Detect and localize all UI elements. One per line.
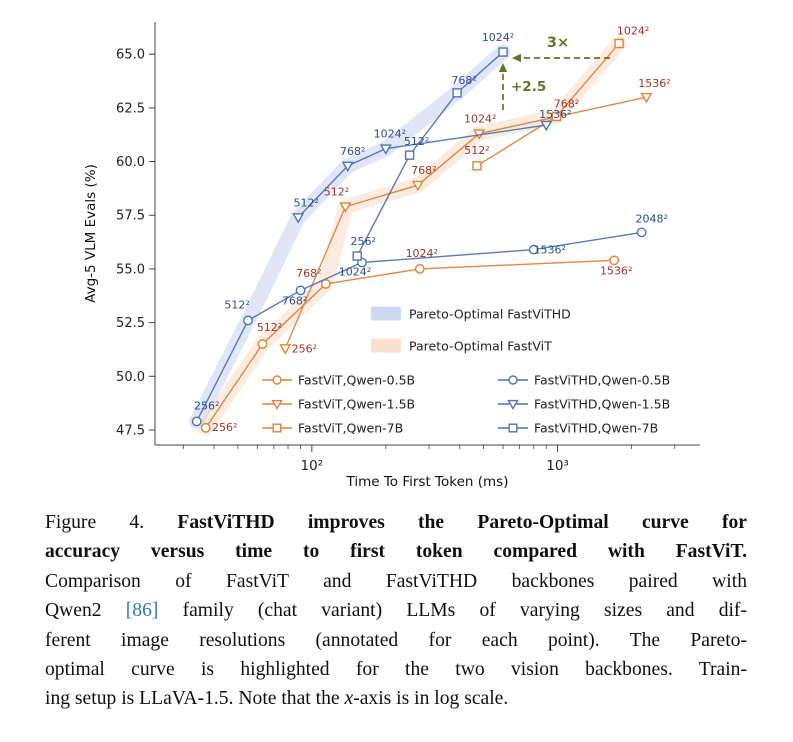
x-tick-label: 10³ — [546, 458, 569, 474]
figure-4: 47.5 50.0 52.5 55.0 57.5 60.0 62.5 65.0 10² 10³ Ti… — [45, 22, 747, 714]
point-label: 512² — [257, 321, 282, 334]
point-label: 1536² — [638, 77, 670, 90]
series-fastvithd-qwen-7b: 256² 512² 768² 1024² — [351, 31, 514, 261]
point-label: 1024² — [374, 128, 406, 141]
y-tick-label: 65.0 — [116, 48, 145, 63]
annotation-accuracy-gain: +2.5 — [498, 63, 546, 110]
point-label: 1536² — [539, 108, 571, 121]
caption-line: ing setup is LLaVA-1.5. Note that the x-… — [45, 684, 747, 713]
y-tick-label: 52.5 — [116, 316, 145, 331]
y-tick-label: 50.0 — [116, 370, 145, 385]
pareto-chart: 47.5 50.0 52.5 55.0 57.5 60.0 62.5 65.0 10² 10³ Ti… — [83, 22, 700, 490]
caption-text: ferent image resolutions (annotated for … — [45, 629, 747, 651]
y-tick-label: 60.0 — [116, 155, 145, 170]
point-label: 2048² — [635, 212, 667, 225]
point-label: 256² — [194, 399, 219, 412]
point-label: 512² — [293, 196, 318, 209]
point-label: 256² — [212, 421, 237, 434]
annotation-speedup-arrow: 3× — [512, 35, 610, 63]
caption-line: Figure 4. FastViTHD improves the Pareto-… — [45, 508, 747, 537]
point-label: 512² — [464, 144, 489, 157]
caption-text: -axis is in log scale. — [353, 688, 509, 710]
y-axis-label: Avg-5 VLM Evals (%) — [83, 164, 99, 303]
caption-bold-title: FastViTHD improves the Pareto-Optimal cu… — [177, 512, 747, 533]
caption-line: Qwen2 [86] family (chat variant) LLMs of… — [45, 596, 747, 625]
caption-line: accuracy versus time to first token comp… — [45, 537, 747, 566]
speedup-label: 3× — [547, 35, 569, 51]
legend-label: FastViT,Qwen-0.5B — [298, 373, 415, 388]
legend-item-fastvit-qwen-1-5b: FastViT,Qwen-1.5B — [262, 397, 415, 412]
point-label: 1024² — [339, 265, 371, 278]
point-label: 768² — [451, 74, 476, 87]
x-tick-label: 10² — [301, 458, 324, 474]
point-label: 768² — [554, 97, 579, 110]
series-fastvit-qwen-7b: 512² 768² 1024² — [464, 24, 649, 171]
point-label: 512² — [324, 186, 349, 199]
caption-text: Figure 4. — [45, 512, 178, 533]
y-tick-label: 55.0 — [116, 262, 145, 277]
point-label: 1024² — [617, 24, 649, 37]
legend-item-pareto-optimal-fastvithd: Pareto-Optimal FastViTHD — [371, 306, 571, 322]
y-tick-label: 47.5 — [116, 423, 145, 438]
accuracy-gain-label: +2.5 — [511, 79, 546, 95]
series-fastvithd-qwen-1-5b: 512² 768² 1024² 1536² — [292, 108, 572, 224]
caption-text: family (chat variant) LLMs of varying si… — [158, 600, 747, 622]
legend-item-fastvit-qwen-0-5b: FastViT,Qwen-0.5B — [262, 373, 415, 388]
point-label: 1536² — [534, 244, 566, 257]
citation-link-86[interactable]: [86] — [125, 600, 159, 622]
legend-item-fastvithd-qwen-7b: FastViTHD,Qwen-7B — [498, 421, 658, 436]
point-label: 768² — [340, 145, 365, 158]
figure-caption: Figure 4. FastViTHD improves the Pareto-… — [45, 508, 747, 714]
y-tick-label: 57.5 — [116, 209, 145, 224]
legend-label: Pareto-Optimal FastViT — [409, 339, 552, 354]
caption-bold-title: accuracy versus time to first token comp… — [45, 541, 747, 563]
x-axis-label: Time To First Token (ms) — [346, 474, 509, 490]
caption-line: Comparison of FastViT and FastViTHD back… — [45, 567, 747, 596]
y-tick-label: 62.5 — [116, 101, 145, 116]
legend-label: FastViT,Qwen-1.5B — [298, 397, 415, 412]
point-label: 512² — [404, 135, 429, 148]
point-label: 1536² — [600, 264, 632, 277]
legend-label: FastViTHD,Qwen-7B — [534, 421, 658, 436]
legend-label: FastViTHD,Qwen-0.5B — [534, 373, 670, 388]
series-fastvithd-qwen-0-5b: 256² 512² 768² 1024² 1536² 2048² — [191, 212, 668, 427]
point-label: 512² — [224, 298, 249, 311]
caption-text: x — [344, 688, 354, 710]
point-label: 1024² — [406, 247, 438, 260]
legend-label: Pareto-Optimal FastViTHD — [409, 307, 571, 322]
caption-text: Comparison of FastViT and FastViTHD back… — [45, 570, 747, 592]
legend-item-pareto-optimal-fastvit: Pareto-Optimal FastViT — [371, 338, 552, 354]
legend-label: FastViTHD,Qwen-1.5B — [534, 397, 670, 412]
axes: 47.5 50.0 52.5 55.0 57.5 60.0 62.5 65.0 10² 10³ Ti… — [83, 22, 700, 490]
legend-item-fastvithd-qwen-0-5b: FastViTHD,Qwen-0.5B — [498, 373, 670, 388]
caption-line: optimal curve is highlighted for the two… — [45, 655, 747, 684]
point-label: 768² — [282, 294, 307, 307]
point-label: 1024² — [464, 113, 496, 126]
series-fastvit-qwen-0-5b: 256² 512² 768² 1024² 1536² — [200, 247, 632, 434]
caption-text: optimal curve is highlighted for the two… — [45, 659, 747, 681]
legend-item-fastvithd-qwen-1-5b: FastViTHD,Qwen-1.5B — [498, 397, 670, 412]
caption-text: Qwen2 — [45, 600, 126, 622]
legend-label: FastViT,Qwen-7B — [298, 421, 403, 436]
caption-line: ferent image resolutions (annotated for … — [45, 626, 747, 655]
legend: Pareto-Optimal FastViTHD Pareto-Optimal F… — [262, 306, 670, 436]
legend-item-fastvit-qwen-7b: FastViT,Qwen-7B — [262, 421, 403, 436]
point-label: 256² — [351, 235, 376, 248]
point-label: 256² — [292, 342, 317, 355]
caption-text: ing setup is LLaVA-1.5. Note that the — [45, 688, 345, 710]
point-label: 768² — [411, 164, 436, 177]
point-label: 1024² — [482, 31, 514, 44]
